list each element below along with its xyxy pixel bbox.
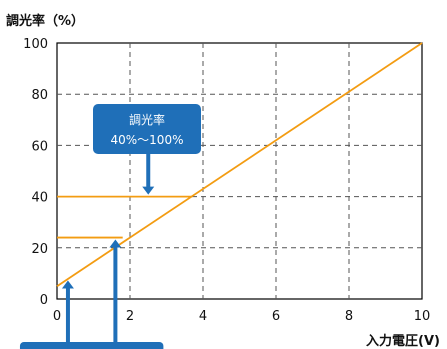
pointer-arrow-head bbox=[61, 280, 74, 289]
x-tick-label: 10 bbox=[414, 309, 431, 324]
pointer-arrow-head bbox=[109, 239, 122, 248]
y-tick-label: 100 bbox=[23, 37, 48, 52]
grid-layer bbox=[56, 42, 423, 300]
x-tick-label: 0 bbox=[53, 309, 61, 324]
x-tick-label: 2 bbox=[126, 309, 134, 324]
x-tick-labels: 0 2 4 6 8 10 bbox=[53, 309, 430, 324]
x-tick-label: 6 bbox=[272, 309, 280, 324]
x-tick-label: 4 bbox=[199, 309, 207, 324]
callout-arrow-head bbox=[142, 186, 155, 195]
y-tick-label: 80 bbox=[31, 88, 48, 103]
callout-range: 40%〜100% bbox=[111, 133, 184, 147]
dimming-range-callout bbox=[93, 104, 201, 154]
series-layer bbox=[56, 42, 423, 287]
y-axis-title: 調光率（%） bbox=[6, 13, 84, 29]
x-axis-title: 入力電圧(V) bbox=[366, 333, 440, 349]
y-tick-label: 0 bbox=[40, 293, 48, 308]
annotation-layer: 調光率 40%〜100% bbox=[93, 104, 201, 195]
series-line bbox=[56, 42, 423, 287]
y-tick-label: 20 bbox=[31, 242, 48, 257]
callout-title: 調光率 bbox=[129, 112, 165, 127]
y-tick-label: 40 bbox=[31, 191, 48, 206]
y-tick-label: 60 bbox=[31, 139, 48, 154]
x-tick-label: 8 bbox=[345, 309, 353, 324]
pointer-callout-box bbox=[67, 342, 164, 349]
pointer-layer bbox=[19, 239, 164, 349]
y-tick-labels: 0 20 40 60 80 100 bbox=[23, 37, 48, 308]
plot-frame bbox=[56, 42, 423, 300]
